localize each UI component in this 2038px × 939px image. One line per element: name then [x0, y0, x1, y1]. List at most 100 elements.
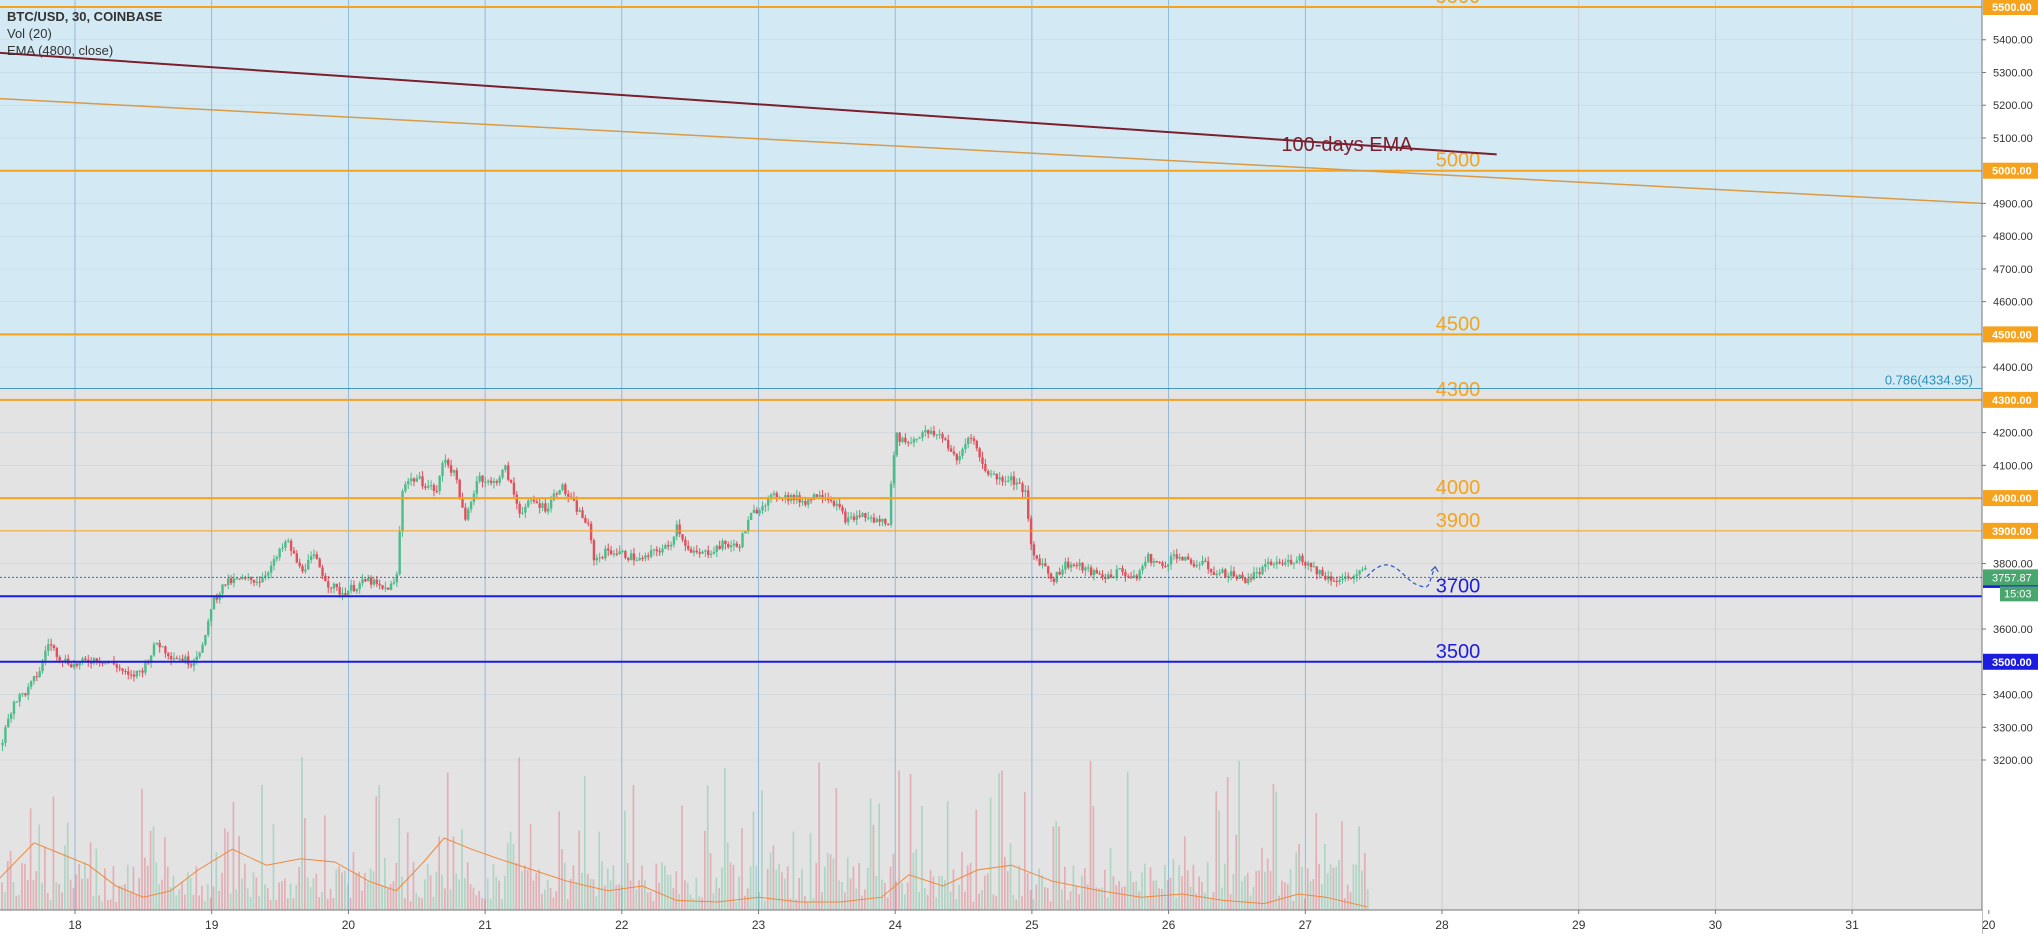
volume-bar: [1066, 899, 1069, 910]
volume-bar: [944, 880, 946, 910]
volume-bar: [232, 801, 235, 910]
volume-bar: [838, 880, 840, 910]
volume-bar: [1332, 867, 1335, 910]
candle-body: [1167, 564, 1170, 567]
volume-bar: [229, 893, 232, 910]
candle-body: [1001, 477, 1004, 482]
candle-body: [429, 485, 433, 487]
x-tick-label: 23: [752, 918, 766, 932]
volume-bar: [1218, 810, 1220, 910]
legend-volume[interactable]: Vol (20): [7, 26, 52, 41]
volume-bar: [306, 877, 309, 910]
volume-bar: [326, 898, 329, 910]
candle-body: [275, 557, 279, 560]
volume-bar: [969, 862, 972, 910]
candle-body: [555, 493, 559, 495]
candle-body: [512, 482, 516, 495]
candle-body: [35, 676, 39, 678]
volume-bar: [761, 790, 763, 910]
candle-body: [681, 534, 684, 540]
volume-bar: [981, 890, 983, 910]
volume-bar: [221, 872, 223, 910]
candle-body: [892, 455, 896, 484]
candle-body: [1261, 566, 1264, 575]
volume-bar: [398, 817, 401, 910]
volume-bar: [646, 892, 649, 910]
candle-body: [1232, 571, 1236, 577]
candle-body: [421, 476, 424, 487]
volume-bar: [629, 880, 632, 910]
candle-body: [992, 473, 996, 475]
candle-body: [1361, 569, 1364, 571]
volume-bar: [1189, 886, 1192, 910]
volume-bar: [278, 882, 281, 910]
candle-body: [315, 554, 319, 559]
candle-body: [355, 589, 359, 592]
candle-body: [1067, 561, 1070, 568]
volume-bar: [204, 900, 206, 910]
candle-body: [69, 664, 73, 668]
candle-body: [987, 471, 990, 475]
volume-bar: [741, 828, 743, 910]
volume-bar: [321, 891, 323, 910]
volume-bar: [361, 890, 363, 910]
candle-body: [518, 503, 521, 514]
volume-bar: [664, 865, 666, 910]
volume-bar: [786, 866, 789, 910]
volume-bar: [152, 826, 155, 910]
volume-bar: [206, 883, 209, 910]
candle-body: [849, 516, 853, 518]
candle-body: [1064, 561, 1067, 570]
volume-bar: [949, 891, 952, 910]
candle-body: [747, 519, 750, 532]
candle-body: [298, 562, 301, 567]
volume-bar: [21, 863, 23, 910]
volume-bar: [424, 879, 426, 910]
volume-bar: [401, 876, 403, 910]
candle-body: [955, 454, 958, 461]
candle-body: [1267, 561, 1270, 564]
volume-bar: [884, 883, 886, 910]
candle-body: [127, 671, 130, 675]
candle-body: [467, 509, 470, 520]
candle-body: [838, 503, 841, 507]
candle-body: [395, 574, 399, 583]
candle-body: [861, 513, 864, 517]
volume-bar: [1338, 859, 1340, 910]
candle-body: [652, 549, 656, 551]
level-price-tag: [1983, 162, 2038, 179]
candle-body: [615, 553, 619, 555]
volume-bar: [866, 867, 869, 910]
candle-body: [1061, 569, 1064, 575]
volume-bar: [475, 895, 478, 910]
candle-body: [1024, 490, 1027, 493]
volume-bar: [238, 835, 241, 910]
legend-ema[interactable]: EMA (4800, close): [7, 43, 114, 58]
volume-bar: [935, 897, 938, 910]
candle-body: [621, 551, 624, 553]
volume-bar: [349, 897, 352, 910]
candle-body: [78, 662, 81, 666]
volume-bar: [1298, 843, 1300, 910]
candle-body: [438, 476, 441, 492]
x-tick-label: 20: [1982, 918, 1996, 932]
volume-bar: [1083, 868, 1086, 910]
volume-bar: [1203, 892, 1206, 910]
volume-bar: [892, 853, 895, 910]
volume-bar: [52, 796, 55, 910]
volume-bar: [138, 877, 141, 910]
volume-bar: [678, 894, 680, 910]
volume-bar: [112, 866, 115, 910]
candle-body: [929, 430, 933, 434]
volume-bar: [1095, 887, 1098, 910]
legend-symbol[interactable]: BTC/USD, 30, COINBASE: [7, 9, 163, 24]
volume-bar: [235, 889, 238, 910]
y-tick-label: 4700.00: [1993, 264, 2033, 276]
volume-bar: [1121, 886, 1123, 910]
candle-body: [1249, 578, 1253, 580]
volume-bar: [1295, 852, 1298, 910]
candle-body: [375, 579, 379, 584]
volume-bar: [41, 883, 43, 910]
